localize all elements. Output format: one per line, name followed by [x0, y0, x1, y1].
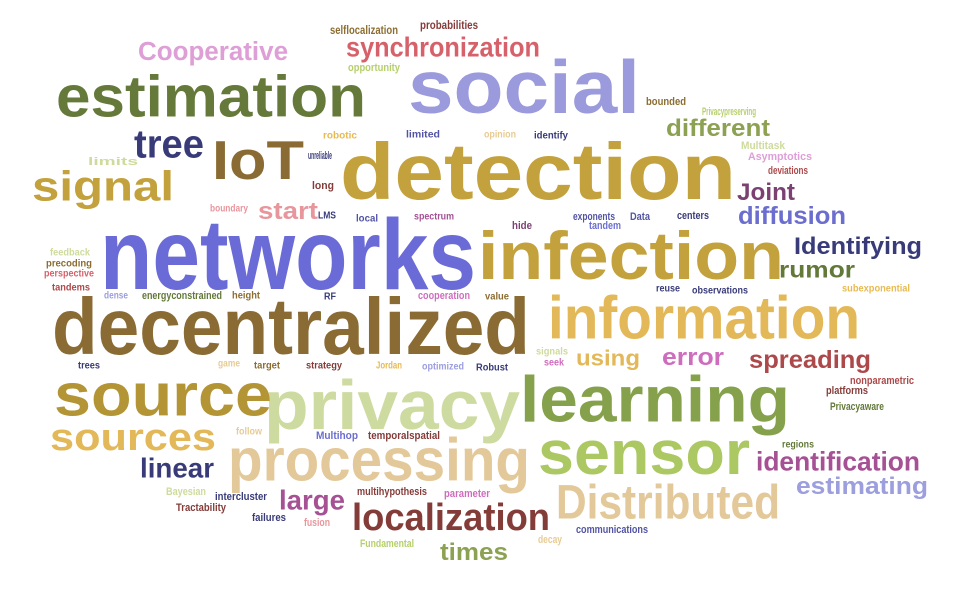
word: precoding [46, 257, 92, 269]
word: spectrum [414, 210, 454, 222]
word: signals [536, 345, 568, 357]
word: information [548, 284, 860, 352]
word: boundary [210, 202, 248, 214]
word: selflocalization [330, 23, 398, 37]
word: bounded [646, 95, 686, 108]
word: probabilities [420, 18, 478, 32]
word: Jordan [376, 359, 402, 371]
word: opportunity [348, 61, 400, 74]
word: sources [50, 415, 216, 459]
word: infection [478, 217, 784, 295]
word: Multihop [316, 429, 358, 442]
word: linear [140, 452, 214, 484]
word: deviations [768, 164, 808, 177]
word: tree [134, 121, 204, 167]
word: rumor [779, 256, 855, 283]
word: times [440, 538, 508, 566]
word: trees [78, 359, 100, 371]
word: using [576, 345, 640, 371]
word: optimized [422, 360, 464, 372]
word: communications [576, 523, 648, 536]
word: synchronization [346, 31, 540, 63]
word: sensor [538, 418, 750, 488]
word: perspective [44, 267, 94, 279]
word: networks [100, 199, 476, 311]
word: target [254, 359, 280, 371]
word: diffusion [738, 201, 846, 230]
word: cooperation [418, 289, 470, 302]
word: nonparametric [850, 374, 914, 387]
word: observations [692, 284, 748, 296]
word: processing [228, 426, 530, 494]
word: source [54, 361, 272, 429]
word: Fundamental [360, 537, 414, 550]
word: privacy [264, 365, 520, 445]
word: parameter [444, 487, 490, 500]
word: feedback [50, 246, 90, 258]
word: platforms [826, 384, 868, 397]
word: Cooperative [138, 36, 288, 66]
word: detection [340, 127, 736, 217]
word: local [356, 212, 378, 224]
word: start [258, 197, 318, 225]
word: robotic [323, 129, 357, 141]
word: dense [104, 289, 128, 301]
word: energyconstrained [142, 289, 222, 302]
word: different [666, 114, 770, 142]
word: temporalspatial [368, 429, 440, 442]
word: centers [677, 209, 709, 222]
word: limited [406, 128, 440, 140]
word: social [408, 45, 640, 130]
word: opinion [484, 128, 516, 140]
word: Robust [476, 361, 508, 373]
word: localization [352, 495, 550, 539]
word: fusion [304, 516, 330, 529]
word: Distributed [556, 475, 780, 529]
word: unreliable [308, 149, 332, 162]
word: IoT [212, 129, 304, 192]
word: error [662, 343, 724, 371]
word: Asymptotics [748, 150, 812, 163]
word: regions [782, 438, 814, 450]
word: Data [630, 210, 650, 223]
word: decay [538, 533, 562, 546]
word: reuse [656, 282, 680, 294]
word: LMS [318, 209, 336, 221]
word: limits [88, 155, 138, 168]
word: long [312, 179, 334, 192]
word: game [218, 357, 240, 369]
word: seek [544, 356, 564, 368]
word: height [232, 289, 260, 301]
word: hide [512, 219, 532, 232]
word: identify [534, 129, 568, 141]
word: estimation [56, 64, 366, 130]
word: RF [324, 290, 336, 302]
word: intercluster [215, 490, 267, 503]
word: strategy [306, 359, 342, 371]
word: Joint [737, 178, 795, 206]
word: Privacypreserving [702, 105, 756, 118]
word: tandem [589, 219, 621, 232]
word: identification [756, 446, 920, 477]
word: exponents [573, 210, 615, 223]
word: Identifying [794, 232, 922, 260]
word: Multitask [741, 139, 785, 152]
word: signal [32, 162, 174, 210]
word: tandems [52, 281, 90, 293]
word: estimating [796, 472, 928, 500]
word: spreading [749, 345, 871, 374]
word: large [279, 484, 345, 516]
word: Privacyaware [830, 400, 884, 413]
word: Bayesian [166, 485, 206, 498]
word: Tractability [176, 501, 226, 514]
word: failures [252, 511, 286, 524]
word: learning [520, 363, 790, 436]
word: decentralized [52, 282, 530, 372]
word: multihypothesis [357, 485, 427, 498]
word: value [485, 290, 509, 302]
word: follow [236, 425, 262, 437]
word: subexponential [842, 282, 910, 294]
